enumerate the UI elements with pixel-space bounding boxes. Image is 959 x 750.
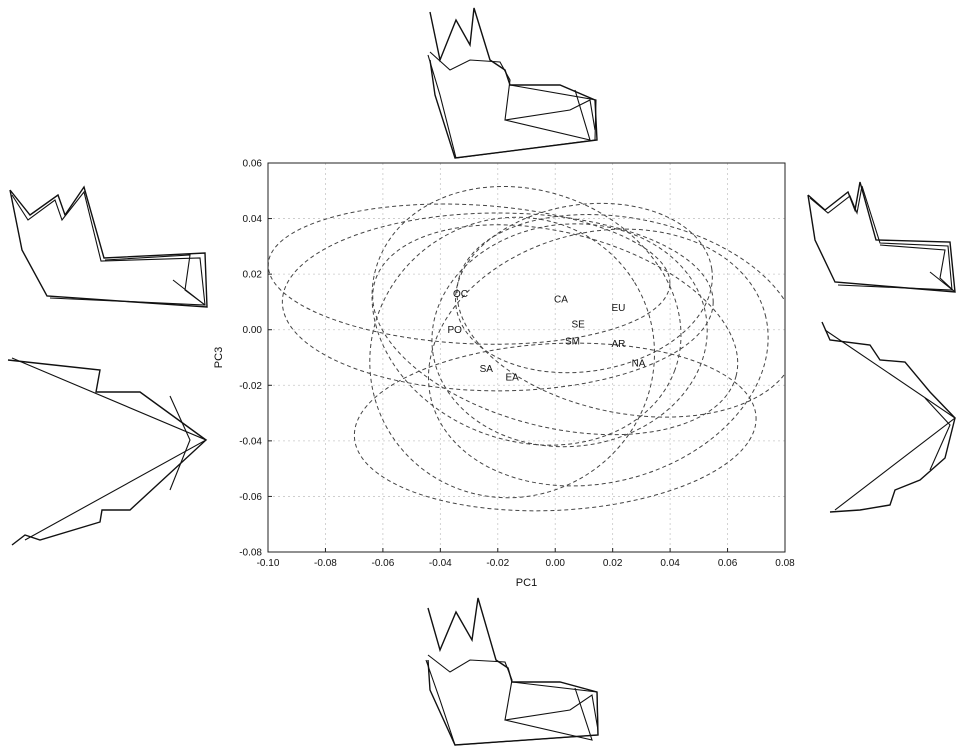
shape-glyph-bottom: [425, 597, 599, 746]
y-axis-label: PC3: [213, 347, 225, 368]
point-label-po: PO: [447, 325, 462, 336]
confidence-ellipses: [268, 185, 785, 512]
point-label-ea: EA: [505, 372, 519, 383]
point-labels: OC PO SA EA CA SE SM EU AR NA: [447, 289, 645, 383]
y-tick-label: -0.04: [239, 436, 262, 447]
x-axis-label: PC1: [516, 577, 537, 589]
shape-glyph-left-lower: [7, 357, 208, 546]
point-label-ca: CA: [554, 295, 568, 306]
x-tick-label: -0.08: [314, 558, 337, 569]
y-tick-label: -0.06: [239, 492, 262, 503]
y-tick-label: 0.04: [243, 214, 263, 225]
point-label-sa: SA: [480, 364, 494, 375]
gridlines: [267, 162, 786, 553]
confidence-ellipse: [427, 228, 769, 487]
point-label-sm: SM: [565, 336, 580, 347]
shape-glyph-top: [427, 7, 598, 159]
y-tick-label: 0.00: [243, 325, 263, 336]
confidence-ellipse: [281, 212, 714, 392]
y-tick-label: -0.08: [239, 548, 262, 559]
confidence-ellipse: [431, 223, 708, 448]
x-tick-label: 0.06: [718, 558, 738, 569]
confidence-ellipse: [456, 214, 785, 418]
confidence-ellipse: [372, 224, 739, 436]
x-tick-label: 0.04: [660, 558, 680, 569]
point-label-oc: OC: [453, 289, 468, 300]
y-tick-label: 0.06: [243, 159, 263, 170]
x-axis-ticks: -0.10 -0.08 -0.06 -0.04 -0.02 0.00 0.02 0.04 0.0…: [257, 548, 795, 569]
point-label-na: NA: [632, 359, 646, 370]
y-tick-label: 0.02: [243, 270, 263, 281]
shape-glyph-right-lower: [821, 321, 956, 513]
x-tick-label: -0.04: [429, 558, 452, 569]
confidence-ellipse: [353, 342, 757, 512]
point-label-ar: AR: [611, 339, 625, 350]
x-tick-label: -0.02: [486, 558, 509, 569]
y-axis-ticks: 0.06 0.04 0.02 0.00 -0.02 -0.04 -0.06 -0.08: [239, 159, 272, 559]
shape-glyph-right-upper: [807, 181, 956, 293]
confidence-ellipse: [371, 185, 682, 446]
x-tick-label: -0.10: [257, 558, 280, 569]
plot-area: -0.10 -0.08 -0.06 -0.04 -0.02 0.00 0.02 0.04 0.0…: [213, 159, 795, 590]
x-tick-label: 0.02: [603, 558, 623, 569]
y-tick-label: -0.02: [239, 381, 262, 392]
x-tick-label: 0.08: [775, 558, 795, 569]
shape-glyph-left-upper: [9, 185, 208, 308]
plot-frame: [267, 162, 786, 553]
shape-deformation-glyphs: [7, 7, 956, 746]
confidence-ellipse: [369, 216, 655, 499]
confidence-ellipse: [455, 202, 713, 374]
x-tick-label: 0.00: [545, 558, 565, 569]
point-label-eu: EU: [611, 303, 625, 314]
x-tick-label: -0.06: [371, 558, 394, 569]
point-label-se: SE: [572, 320, 586, 331]
